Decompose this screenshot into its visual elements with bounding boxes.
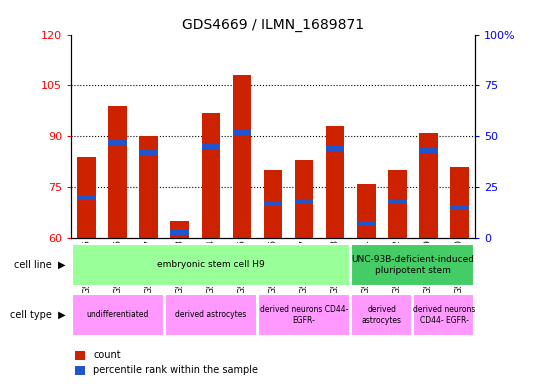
Bar (295, 199, 313, 204)
Bar (77, 195, 96, 200)
Text: derived neurons
CD44- EGFR-: derived neurons CD44- EGFR- (413, 305, 475, 324)
Bar (77, 157, 96, 238)
Text: derived neurons CD44-
EGFR-: derived neurons CD44- EGFR- (260, 305, 348, 324)
Bar (75, 351, 85, 360)
Text: cell type  ▶: cell type ▶ (10, 310, 66, 320)
Text: percentile rank within the sample: percentile rank within the sample (93, 365, 258, 375)
Bar (170, 221, 189, 238)
Bar (264, 201, 282, 206)
Bar (351, 244, 474, 286)
Bar (233, 130, 251, 135)
Bar (388, 170, 407, 238)
Bar (108, 106, 127, 238)
Bar (295, 160, 313, 238)
Bar (201, 113, 220, 238)
Bar (75, 366, 85, 375)
Bar (419, 148, 438, 153)
Bar (388, 199, 407, 204)
Text: count: count (93, 350, 121, 360)
Bar (165, 294, 257, 336)
Bar (326, 146, 345, 151)
Text: derived astrocytes: derived astrocytes (175, 310, 247, 319)
Text: embryonic stem cell H9: embryonic stem cell H9 (157, 260, 265, 270)
Bar (357, 184, 376, 238)
Bar (201, 144, 220, 149)
Bar (419, 133, 438, 238)
Bar (413, 294, 474, 336)
Bar (357, 221, 376, 227)
Bar (108, 140, 127, 145)
Bar (258, 294, 350, 336)
Text: UNC-93B-deficient-induced
pluripotent stem: UNC-93B-deficient-induced pluripotent st… (352, 255, 474, 275)
Text: derived
astrocytes: derived astrocytes (362, 305, 402, 324)
Text: undifferentiated: undifferentiated (86, 310, 149, 319)
Bar (139, 136, 158, 238)
Bar (450, 205, 469, 210)
Bar (351, 294, 412, 336)
Bar (450, 167, 469, 238)
Title: GDS4669 / ILMN_1689871: GDS4669 / ILMN_1689871 (182, 18, 364, 32)
Text: cell line  ▶: cell line ▶ (14, 260, 66, 270)
Bar (264, 170, 282, 238)
Bar (326, 126, 345, 238)
Bar (233, 75, 251, 238)
Bar (72, 244, 350, 286)
Bar (170, 229, 189, 235)
Bar (72, 294, 164, 336)
Bar (139, 150, 158, 155)
